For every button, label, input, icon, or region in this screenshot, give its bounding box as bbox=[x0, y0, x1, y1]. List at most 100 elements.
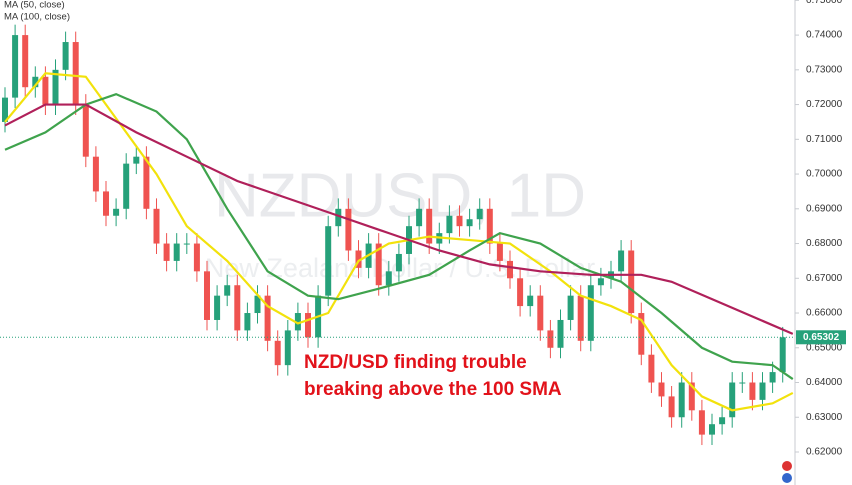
candle-body bbox=[587, 285, 594, 341]
candle-body bbox=[274, 340, 281, 366]
y-tick-label: 0.75000 bbox=[806, 0, 843, 6]
annotation: NZD/USD finding trouble bbox=[304, 352, 527, 373]
candle-body bbox=[254, 295, 261, 314]
candle-body bbox=[527, 295, 534, 307]
candle-body bbox=[537, 295, 544, 331]
y-tick-label: 0.64000 bbox=[806, 377, 843, 388]
y-tick-label: 0.70000 bbox=[806, 169, 843, 180]
candle-body bbox=[143, 156, 150, 209]
candle-body bbox=[426, 208, 433, 244]
candle-body bbox=[113, 208, 120, 216]
ma-line bbox=[4, 92, 794, 380]
y-tick-label: 0.74000 bbox=[806, 30, 843, 41]
candle-body bbox=[739, 382, 746, 384]
candle-body bbox=[507, 260, 513, 279]
candle-body bbox=[678, 382, 685, 418]
candle-body bbox=[466, 219, 473, 227]
candle-body bbox=[345, 208, 352, 251]
candle-body bbox=[193, 243, 200, 272]
y-tick-label: 0.73000 bbox=[806, 64, 843, 75]
candle-body bbox=[204, 271, 210, 320]
candle-body bbox=[698, 410, 705, 435]
candle-body bbox=[82, 104, 89, 157]
y-tick-label: 0.62000 bbox=[806, 447, 843, 458]
annotation: breaking above the 100 SMA bbox=[304, 379, 562, 400]
candle-body bbox=[749, 382, 756, 400]
y-tick-label: 0.65000 bbox=[806, 342, 843, 353]
candle-body bbox=[72, 42, 79, 105]
candle-body bbox=[456, 215, 463, 227]
candle-body bbox=[62, 42, 69, 70]
candle-body bbox=[577, 295, 584, 341]
candle-body bbox=[385, 271, 392, 286]
candle-body bbox=[294, 313, 301, 331]
candle-body bbox=[688, 382, 695, 411]
candle-body bbox=[173, 243, 180, 261]
candle-body bbox=[597, 278, 604, 286]
candle-body bbox=[395, 253, 402, 272]
y-tick-label: 0.69000 bbox=[806, 203, 843, 214]
candle-body bbox=[52, 69, 59, 105]
candle-body bbox=[183, 243, 190, 245]
candle-body bbox=[325, 226, 332, 296]
candle-body bbox=[244, 313, 251, 331]
candle-body bbox=[32, 76, 39, 88]
candle-body bbox=[284, 330, 291, 366]
watermark: NZDUSD, 1D bbox=[214, 161, 586, 230]
candle-body bbox=[486, 208, 493, 244]
candle-body bbox=[12, 35, 19, 98]
candle-body bbox=[224, 285, 231, 296]
candle-body bbox=[628, 250, 635, 314]
legend-entry: MA (100, close) bbox=[4, 12, 70, 23]
candle-body bbox=[557, 319, 564, 348]
y-tick-label: 0.66000 bbox=[806, 308, 843, 319]
candle-body bbox=[719, 417, 726, 425]
candle-body bbox=[163, 243, 170, 261]
candle-body bbox=[153, 208, 160, 244]
candle-body bbox=[496, 243, 503, 261]
candle-body bbox=[709, 424, 715, 435]
candle-body bbox=[759, 382, 766, 400]
candle-body bbox=[416, 208, 423, 227]
candle-body bbox=[92, 156, 99, 192]
candle-body bbox=[42, 76, 49, 105]
candle-body bbox=[567, 295, 574, 320]
y-tick-label: 0.67000 bbox=[806, 273, 843, 284]
candle-body bbox=[769, 372, 776, 383]
candle-body bbox=[103, 191, 109, 216]
candle-body bbox=[123, 163, 130, 209]
y-tick-label: 0.63000 bbox=[806, 412, 843, 423]
last-price-label: 0.65302 bbox=[803, 332, 840, 343]
candle-body bbox=[668, 396, 675, 418]
candle-body bbox=[2, 97, 8, 122]
ma-line bbox=[4, 103, 794, 335]
candle-body bbox=[375, 243, 382, 286]
candle-body bbox=[658, 382, 665, 397]
candle-body bbox=[729, 382, 736, 418]
candle-body bbox=[214, 295, 221, 320]
candle-body bbox=[355, 250, 362, 268]
y-tick-label: 0.72000 bbox=[806, 99, 843, 110]
candle-body bbox=[446, 215, 453, 234]
flag-icon bbox=[782, 473, 792, 483]
last-price-box bbox=[796, 330, 846, 345]
candle-body bbox=[335, 208, 342, 227]
flag-icon bbox=[782, 461, 792, 471]
candle-body bbox=[476, 208, 483, 220]
candle-body bbox=[648, 354, 655, 383]
candle-body bbox=[264, 295, 271, 341]
candle-body bbox=[638, 313, 645, 355]
candle-body bbox=[133, 156, 140, 164]
candle-body bbox=[618, 250, 625, 272]
candle-body bbox=[22, 35, 29, 88]
candle-body bbox=[547, 330, 554, 348]
legend-entry: MA (50, close) bbox=[4, 0, 65, 11]
y-tick-label: 0.71000 bbox=[806, 134, 843, 145]
candle-body bbox=[517, 278, 524, 307]
candle-body bbox=[779, 337, 786, 373]
candle-body bbox=[234, 285, 241, 331]
y-tick-label: 0.68000 bbox=[806, 238, 843, 249]
candle-body bbox=[305, 313, 311, 338]
